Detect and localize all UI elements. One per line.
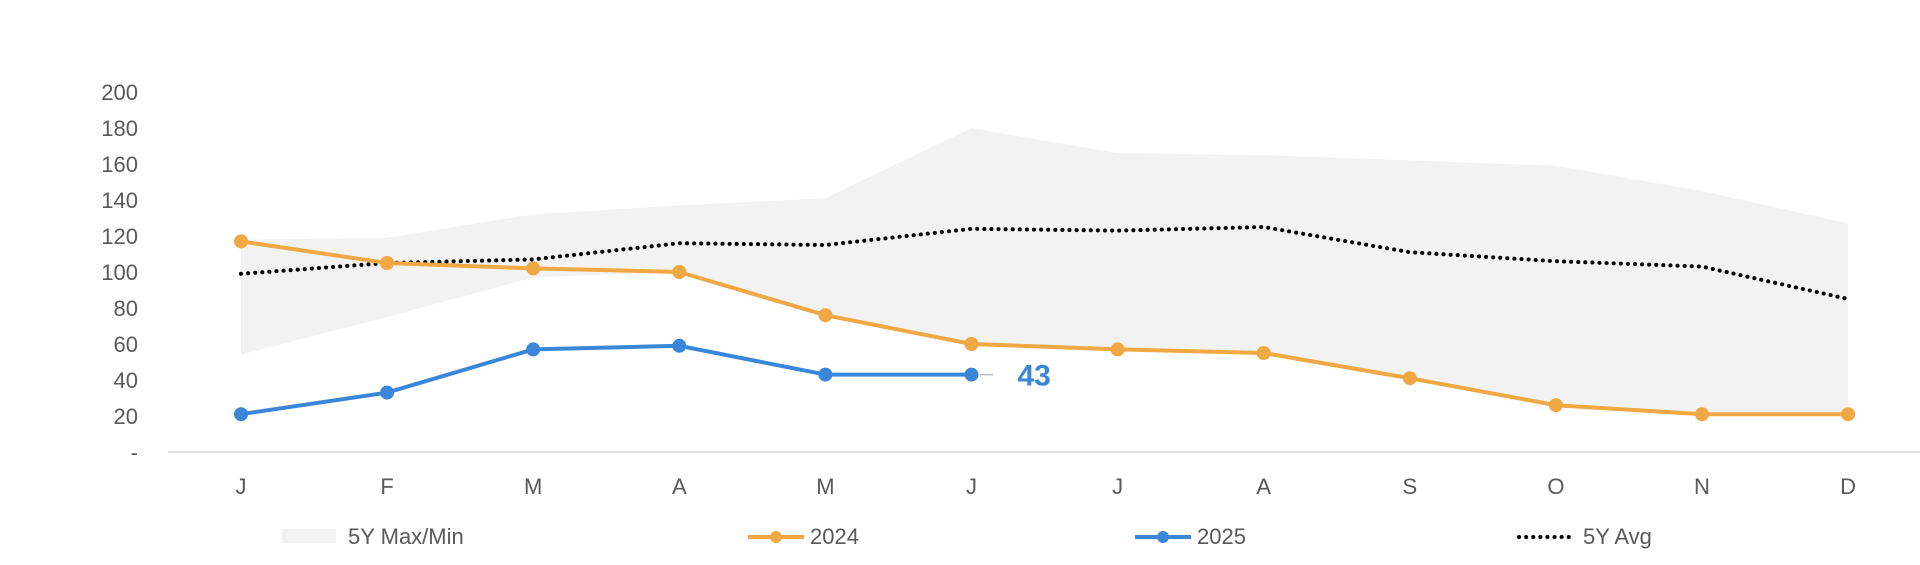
series-point-2024 — [1402, 371, 1417, 386]
x-tick-label: O — [1547, 474, 1564, 499]
legend-label-5y-avg: 5Y Avg — [1583, 524, 1652, 549]
x-tick-label: N — [1694, 474, 1710, 499]
series-point-2025 — [672, 338, 687, 353]
legend-item-band: 5Y Max/Min — [282, 524, 464, 550]
legend-item-5y-avg: 5Y Avg — [1517, 524, 1652, 550]
x-tick-label: D — [1840, 474, 1856, 499]
y-tick-label: 100 — [101, 260, 138, 285]
series-line-2025 — [240, 343, 972, 417]
series-point-2024 — [1548, 398, 1563, 413]
legend-label-2024: 2024 — [810, 524, 859, 549]
series-point-2024 — [234, 234, 248, 249]
legend: 5Y Max/Min 2024 2025 5Y Avg — [0, 524, 1920, 558]
legend-swatch-5y-avg — [1517, 535, 1573, 539]
legend-label-2025: 2025 — [1197, 524, 1246, 549]
y-tick-label: 60 — [114, 332, 138, 357]
series-point-2025 — [818, 367, 833, 382]
y-tick-label: 120 — [101, 224, 138, 249]
y-tick-label: 40 — [114, 368, 138, 393]
series-point-2024 — [1841, 407, 1856, 422]
series-line-2024 — [240, 239, 1849, 417]
legend-swatch-band — [282, 529, 336, 543]
series-point-2024 — [526, 261, 541, 276]
x-tick-label: J — [966, 474, 977, 499]
series-line-5y-avg — [239, 225, 1851, 301]
series-point-2024 — [818, 308, 833, 323]
x-tick-label: F — [380, 474, 393, 499]
series-point-2025 — [964, 367, 979, 382]
y-tick-label: - — [131, 440, 138, 465]
axis-layer: - 20 40 60 80 100 120 140 160 180 200 J F M A M J J A S O N D — [101, 80, 1920, 499]
y-tick-label: 160 — [101, 152, 138, 177]
legend-item-2025: 2025 — [1133, 524, 1246, 550]
y-tick-label: 80 — [114, 296, 138, 321]
annotation-layer: 43 — [979, 360, 1051, 393]
x-tick-label: S — [1402, 474, 1417, 499]
annotation-label: 43 — [1018, 360, 1051, 393]
x-tick-label: M — [524, 474, 542, 499]
series-point-2025 — [380, 385, 395, 400]
series-point-2024 — [672, 265, 687, 279]
legend-item-2024: 2024 — [746, 524, 859, 550]
y-tick-label: 140 — [101, 188, 138, 213]
legend-swatch-2024 — [748, 531, 804, 543]
legend-label-band: 5Y Max/Min — [348, 524, 464, 549]
x-tick-label: J — [236, 474, 247, 499]
y-tick-label: 180 — [101, 116, 138, 141]
series-point-2024 — [1256, 346, 1271, 360]
y-tick-label: 200 — [101, 80, 138, 105]
x-tick-label: A — [1256, 474, 1271, 499]
x-tick-label: J — [1112, 474, 1123, 499]
legend-swatch-2025 — [1135, 531, 1191, 543]
band-area — [241, 128, 1849, 415]
y-tick-label: 20 — [114, 404, 138, 429]
series-point-2025 — [526, 342, 541, 357]
x-tick-label: M — [816, 474, 834, 499]
series-point-2024 — [380, 256, 395, 270]
band-layer — [241, 128, 1849, 415]
series-point-2024 — [1695, 407, 1709, 422]
x-tick-label: A — [672, 474, 687, 499]
series-layer — [234, 225, 1856, 422]
series-point-2025 — [234, 407, 248, 422]
series-point-2024 — [964, 337, 979, 351]
series-point-2024 — [1110, 342, 1125, 357]
